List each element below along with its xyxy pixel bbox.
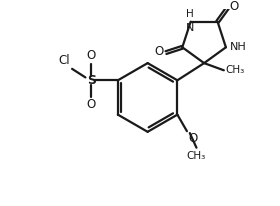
Text: S: S bbox=[87, 74, 96, 87]
Text: N: N bbox=[186, 23, 194, 33]
Text: Cl: Cl bbox=[59, 54, 70, 67]
Text: O: O bbox=[230, 0, 239, 13]
Text: O: O bbox=[154, 45, 163, 58]
Text: CH₃: CH₃ bbox=[226, 65, 245, 75]
Text: NH: NH bbox=[230, 42, 246, 52]
Text: O: O bbox=[87, 98, 96, 111]
Text: CH₃: CH₃ bbox=[187, 151, 206, 160]
Text: O: O bbox=[87, 49, 96, 62]
Text: H: H bbox=[186, 9, 193, 19]
Text: O: O bbox=[188, 132, 197, 145]
